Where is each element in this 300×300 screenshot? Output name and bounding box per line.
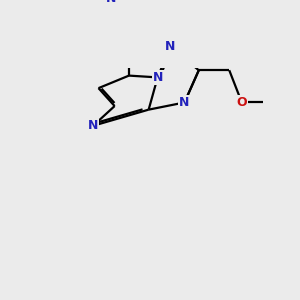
Text: N: N — [106, 0, 116, 5]
Text: N: N — [165, 40, 175, 53]
Text: O: O — [236, 96, 247, 109]
Text: N: N — [88, 119, 98, 132]
Text: N: N — [179, 96, 190, 109]
Text: N: N — [152, 71, 163, 84]
